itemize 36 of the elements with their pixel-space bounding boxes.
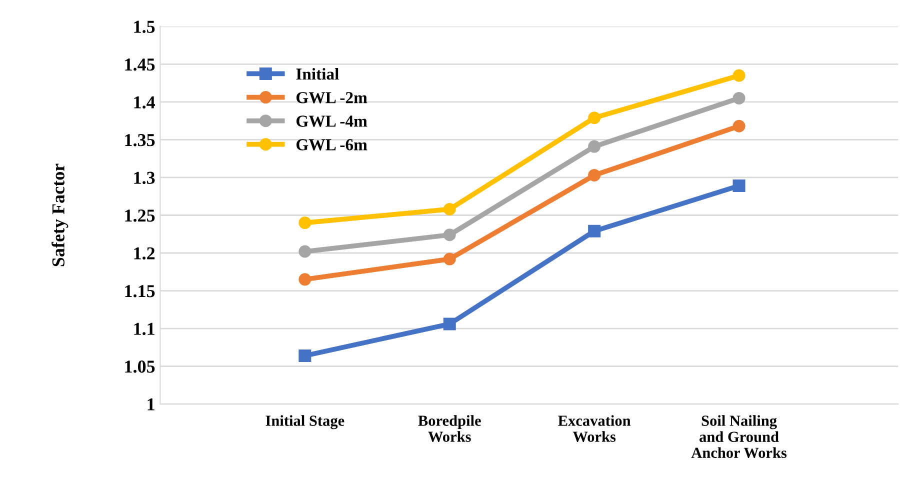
- x-tick-label: Soil Nailing and Ground Anchor Works: [691, 415, 787, 458]
- point: [298, 273, 312, 286]
- point: [732, 92, 746, 104]
- legend-label: GWL -2m: [296, 92, 368, 104]
- y-tick-label: 1.35: [125, 134, 155, 146]
- y-tick-label: 1.15: [125, 285, 155, 298]
- point: [588, 140, 601, 153]
- y-tick-label: 1: [148, 398, 154, 410]
- point: [443, 318, 456, 330]
- y-tick-label: 1.2: [134, 247, 155, 260]
- y-axis-title: Safety Factor: [52, 164, 68, 266]
- point: [588, 168, 601, 182]
- y-tick-label: 1.4: [134, 96, 156, 108]
- point: [443, 202, 456, 216]
- legend-label: GWL -6m: [296, 139, 368, 150]
- x-tick-label: Initial Stage: [266, 415, 344, 430]
- point: [443, 228, 456, 242]
- y-tick-label: 1.45: [125, 58, 155, 71]
- point: [588, 224, 601, 238]
- point: [732, 69, 746, 82]
- x-tick-label: Excavation Works: [558, 415, 631, 442]
- y-tick-label: 1.25: [125, 210, 155, 222]
- point: [443, 252, 456, 266]
- point: [588, 112, 601, 124]
- legend-label: Initial: [296, 68, 339, 80]
- point: [298, 349, 312, 362]
- x-tick-label: Boredpile Works: [418, 415, 481, 442]
- y-tick-label: 1.05: [125, 360, 155, 373]
- point: [732, 180, 746, 192]
- y-tick-label: 1.3: [134, 172, 155, 184]
- point: [298, 216, 312, 230]
- y-tick-label: 1.5: [134, 20, 155, 33]
- legend-label: GWL -4m: [296, 116, 368, 127]
- y-tick-label: 1.1: [134, 322, 154, 336]
- point: [732, 120, 746, 132]
- point: [298, 245, 312, 258]
